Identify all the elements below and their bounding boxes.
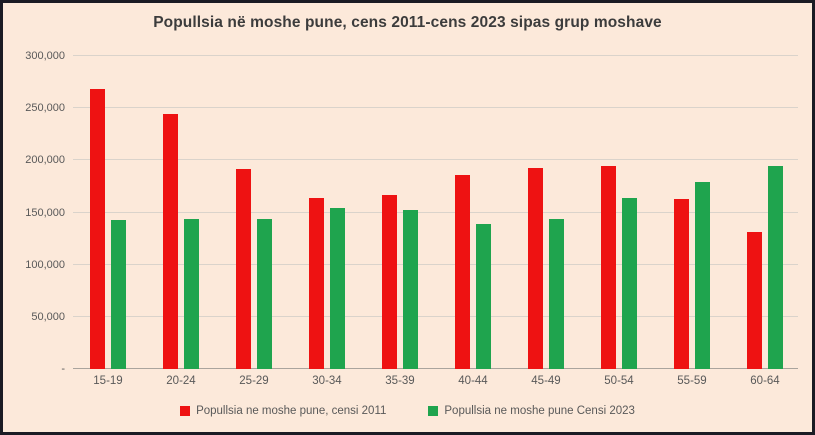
bar-censi-2023-45-49 xyxy=(549,218,564,369)
bar-censi-2011-55-59 xyxy=(674,198,689,369)
x-tick-label-50-54: 50-54 xyxy=(604,375,634,387)
bar-censi-2011-40-44 xyxy=(455,174,470,369)
bar-group-55-59 xyxy=(674,56,710,369)
legend-swatch-censi-2011 xyxy=(180,406,191,416)
bar-group-50-54 xyxy=(601,56,637,369)
legend-swatch-censi-2023 xyxy=(428,406,439,416)
chart-title: Popullsia në moshe pune, cens 2011-cens … xyxy=(153,14,662,31)
bar-censi-2023-50-54 xyxy=(622,197,637,369)
legend-item-censi-2011: Popullsia ne moshe pune, censi 2011 xyxy=(180,405,386,417)
bar-censi-2023-20-24 xyxy=(184,218,199,369)
bar-censi-2023-40-44 xyxy=(476,223,491,369)
bar-censi-2011-20-24 xyxy=(163,114,178,369)
x-tick-label-35-39: 35-39 xyxy=(385,375,415,387)
bar-group-20-24 xyxy=(163,56,199,369)
bar-censi-2011-35-39 xyxy=(382,194,397,369)
bar-censi-2023-30-34 xyxy=(330,208,345,369)
bar-group-40-44 xyxy=(455,56,491,369)
gridline xyxy=(73,107,798,109)
x-axis-line xyxy=(73,368,798,369)
gridline xyxy=(73,315,798,317)
y-tick-label: 150,000 xyxy=(25,206,65,219)
bar-group-45-49 xyxy=(528,56,564,369)
plot-area xyxy=(90,56,783,369)
bar-censi-2023-55-59 xyxy=(695,182,710,369)
y-tick-label: 200,000 xyxy=(25,154,65,167)
y-tick-label: 50,000 xyxy=(31,310,65,323)
y-tick-label: - xyxy=(61,363,65,375)
x-tick-label-15-19: 15-19 xyxy=(93,375,123,387)
legend-label-censi-2011: Popullsia ne moshe pune, censi 2011 xyxy=(196,405,387,417)
x-tick-label-40-44: 40-44 xyxy=(458,375,488,387)
legend: Popullsia ne moshe pune, censi 2011 Popu… xyxy=(3,405,812,417)
bar-censi-2023-35-39 xyxy=(403,210,418,369)
bar-censi-2011-45-49 xyxy=(528,167,543,369)
x-tick-label-20-24: 20-24 xyxy=(166,375,196,387)
y-tick-label: 300,000 xyxy=(25,50,65,62)
bar-group-15-19 xyxy=(90,56,126,369)
bar-censi-2011-25-29 xyxy=(236,168,251,369)
x-axis: 15-19 20-24 25-29 30-34 35-39 40-44 45-49 50-54… xyxy=(90,375,783,387)
bar-censi-2023-25-29 xyxy=(257,218,272,369)
bar-group-60-64 xyxy=(747,56,783,369)
bar-censi-2011-15-19 xyxy=(90,89,105,369)
x-tick-label-25-29: 25-29 xyxy=(239,375,269,387)
legend-label-censi-2023: Popullsia ne moshe pune Censi 2023 xyxy=(444,405,635,417)
legend-item-censi-2023: Popullsia ne moshe pune Censi 2023 xyxy=(428,405,635,417)
bar-group-30-34 xyxy=(309,56,345,369)
bar-censi-2011-30-34 xyxy=(309,197,324,369)
bar-censi-2023-60-64 xyxy=(768,165,783,369)
x-tick-label-30-34: 30-34 xyxy=(312,375,342,387)
y-axis: - 50,000 100,000 150,000 200,000 250,000 300,0… xyxy=(3,50,65,375)
y-tick-label: 100,000 xyxy=(25,258,65,271)
bar-group-35-39 xyxy=(382,56,418,369)
gridline xyxy=(73,55,798,56)
grid-layer xyxy=(73,55,798,369)
y-tick-label: 250,000 xyxy=(25,102,65,115)
bar-group-25-29 xyxy=(236,56,272,369)
x-tick-label-60-64: 60-64 xyxy=(750,375,780,387)
gridline xyxy=(73,159,798,161)
bar-censi-2011-60-64 xyxy=(747,232,762,369)
x-tick-label-55-59: 55-59 xyxy=(677,375,707,387)
x-tick-label-45-49: 45-49 xyxy=(531,375,561,387)
bar-censi-2023-15-19 xyxy=(111,219,126,369)
bar-censi-2011-50-54 xyxy=(601,165,616,369)
gridline xyxy=(73,263,798,265)
gridline xyxy=(73,211,798,213)
